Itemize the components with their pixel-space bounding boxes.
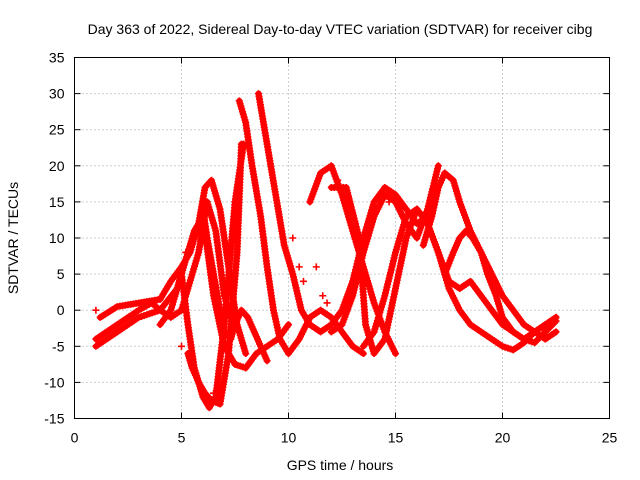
data-point — [237, 140, 245, 148]
data-point — [349, 277, 357, 285]
data-point — [289, 234, 297, 242]
data-point — [285, 321, 292, 329]
y-tick-label: 25 — [49, 122, 65, 138]
data-point — [295, 263, 303, 271]
data-point — [312, 263, 320, 271]
y-tick-label: 10 — [49, 230, 65, 246]
data-point — [92, 306, 100, 314]
x-tick-label: 15 — [388, 430, 404, 446]
y-tick-label: -10 — [44, 374, 64, 390]
data-point — [552, 328, 560, 336]
y-tick-label: 5 — [57, 266, 65, 282]
data-point — [210, 389, 218, 397]
data-point — [392, 350, 399, 358]
x-tick-label: 10 — [281, 430, 297, 446]
data-point — [334, 176, 342, 184]
grid — [74, 57, 610, 419]
y-tick-label: 0 — [57, 302, 65, 318]
y-tick-label: -15 — [44, 411, 64, 427]
series-track-10 — [327, 162, 442, 336]
y-tick-label: -5 — [52, 338, 65, 354]
y-tick-label: 15 — [49, 194, 65, 210]
x-axis-label: GPS time / hours — [287, 457, 394, 473]
data-point — [299, 277, 307, 285]
data-point — [552, 317, 560, 325]
data-point — [242, 350, 250, 358]
series-track-14 — [441, 227, 560, 347]
data-point — [263, 357, 271, 365]
y-axis-ticks: -15 -10 -5 0 5 10 15 20 25 30 35 — [44, 50, 610, 427]
data-point — [304, 317, 312, 325]
data-point — [385, 198, 393, 206]
chart-title: Day 363 of 2022, Sidereal Day-to-day VTE… — [88, 21, 593, 37]
x-tick-label: 0 — [71, 430, 79, 446]
y-tick-label: 20 — [49, 158, 65, 174]
series-track-6 — [199, 205, 271, 365]
x-tick-label: 25 — [602, 430, 618, 446]
x-tick-label: 20 — [495, 430, 511, 446]
data-series — [92, 90, 560, 412]
data-point — [434, 162, 442, 170]
series-track-8 — [255, 90, 432, 336]
series-scattered-points — [92, 176, 393, 397]
y-axis-label: SDTVAR / TECUs — [5, 182, 21, 294]
y-tick-label: 30 — [49, 86, 65, 102]
data-point — [323, 299, 331, 307]
data-point — [182, 248, 190, 256]
y-tick-label: 35 — [49, 50, 65, 66]
x-axis-ticks: 0 5 10 15 20 25 — [71, 57, 618, 446]
data-point — [319, 292, 327, 300]
x-tick-label: 5 — [178, 430, 186, 446]
data-point — [359, 350, 367, 358]
data-point — [178, 342, 185, 350]
series-band — [420, 170, 559, 343]
